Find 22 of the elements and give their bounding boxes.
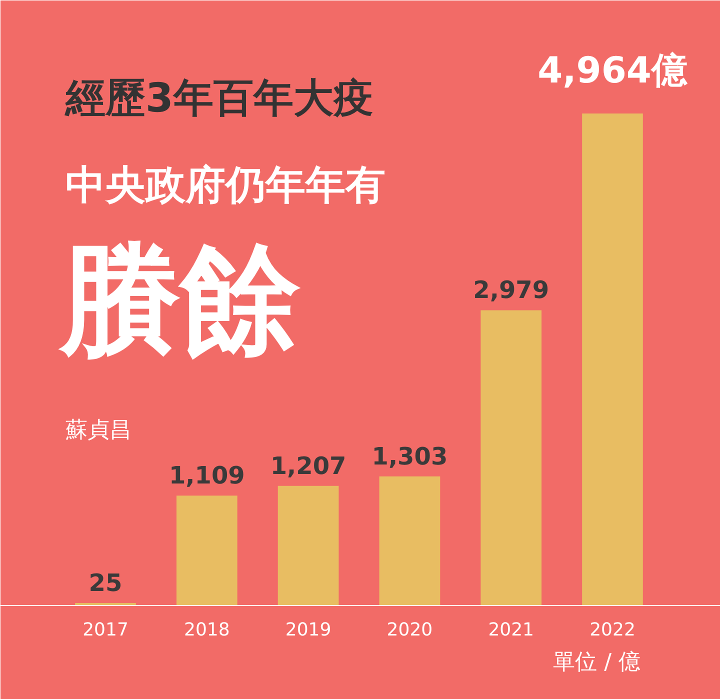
data-label: 1,207 — [270, 452, 346, 480]
bar — [278, 486, 339, 606]
annotation: 蘇貞昌 — [66, 418, 132, 443]
text: 單位 / 億 — [553, 650, 641, 675]
x-tick-label: 2017 — [82, 620, 128, 640]
bar — [480, 310, 542, 606]
data-label: 4,964億 — [538, 50, 688, 92]
x-tick-label: 2018 — [184, 620, 230, 640]
annotation: 賸餘 — [58, 231, 302, 370]
data-label: 1,303 — [372, 442, 448, 470]
data-label: 2,979 — [473, 276, 550, 304]
bar — [176, 496, 238, 606]
data-label: 1,109 — [168, 462, 245, 490]
text: 中央政府仍年年有 — [66, 162, 386, 208]
x-tick-label: 2020 — [386, 620, 433, 640]
x-tick-label: 2022 — [590, 620, 636, 640]
bar — [379, 476, 440, 606]
chart-title: 經歷3年百年大疫 — [64, 76, 374, 122]
bar — [582, 114, 643, 606]
data-label: 25 — [88, 569, 122, 598]
x-tick-label: 2019 — [285, 620, 332, 640]
x-tick-label: 2021 — [488, 620, 534, 640]
